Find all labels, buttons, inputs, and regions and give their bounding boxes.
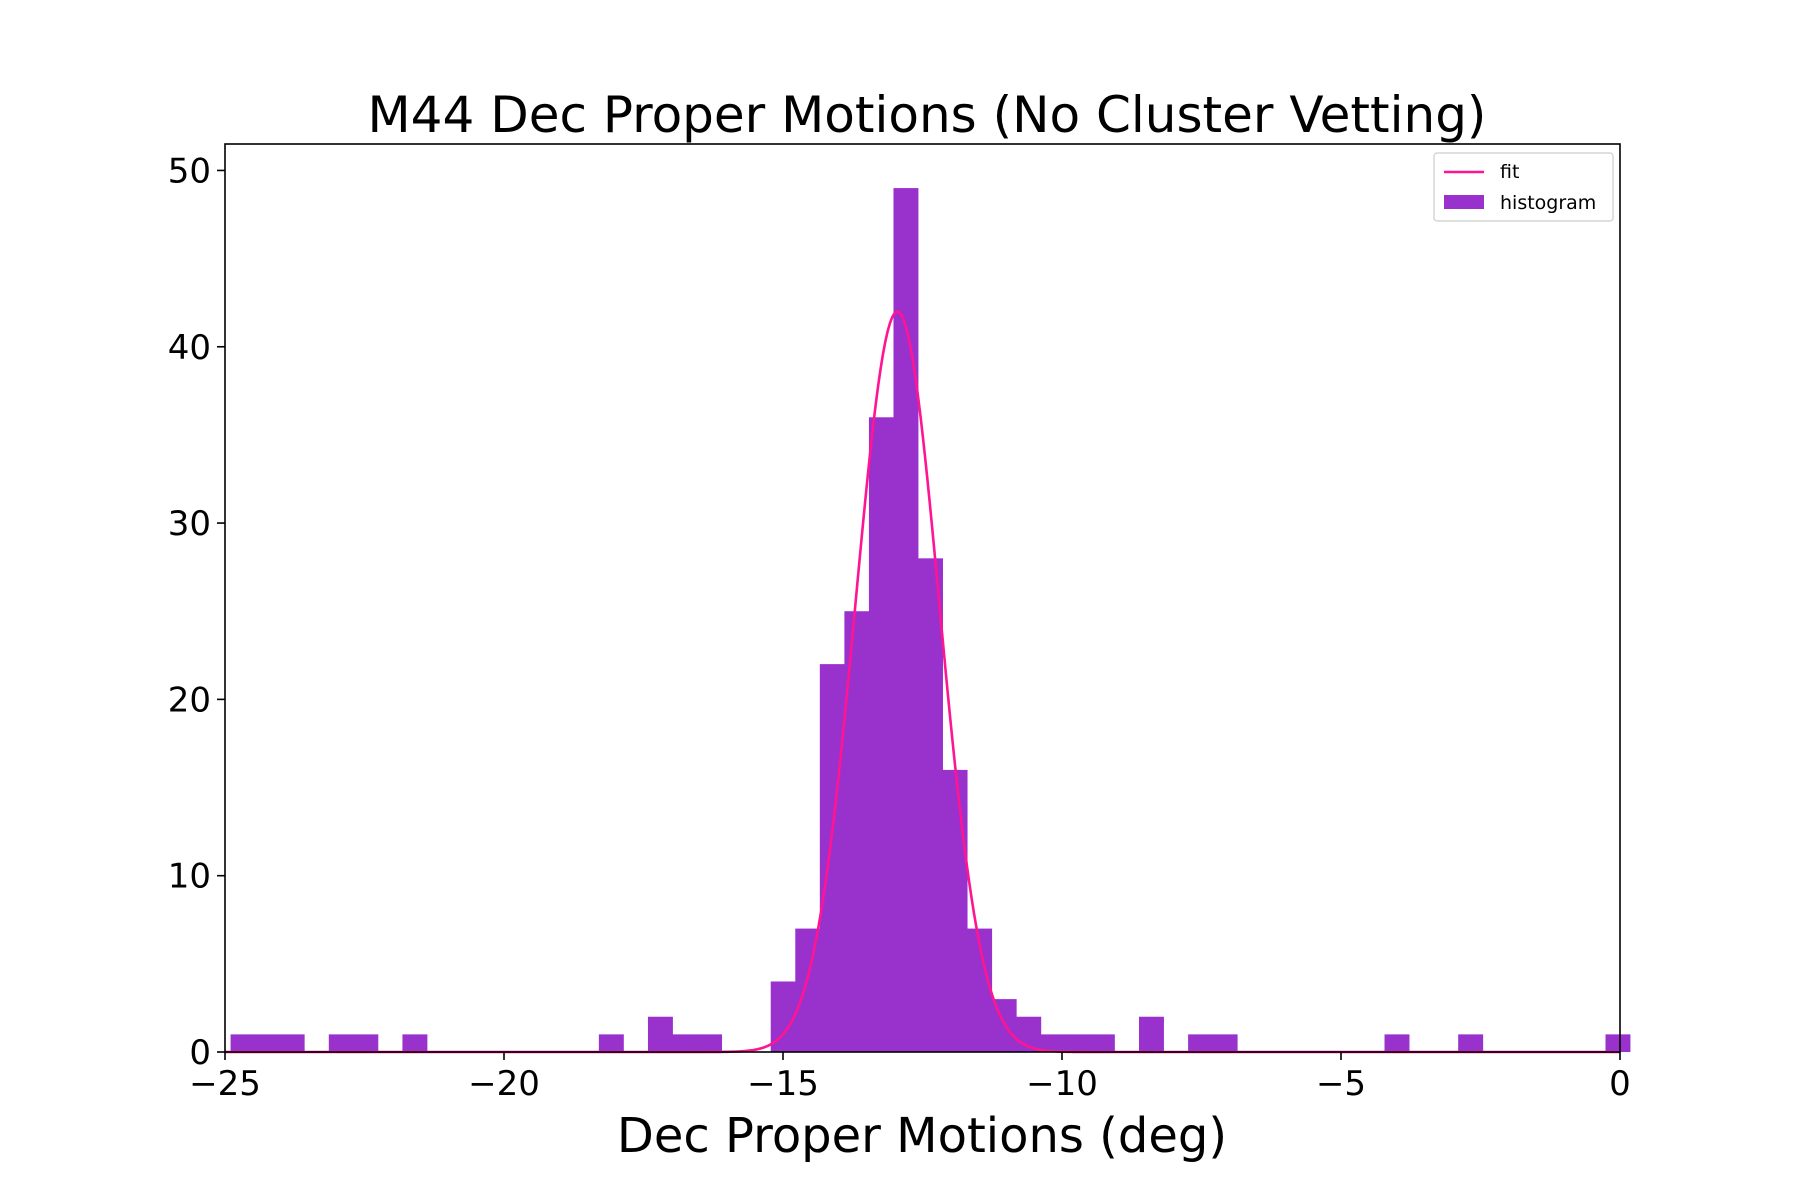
histogram-bar — [1458, 1034, 1484, 1052]
legend: fit histogram — [1433, 152, 1614, 222]
plot-frame — [224, 143, 1621, 1053]
histogram-bar — [353, 1034, 379, 1052]
histogram-bar — [1040, 1034, 1066, 1052]
histogram-bar — [230, 1034, 256, 1052]
histogram-bar — [672, 1034, 698, 1052]
y-tick-label: 50 — [168, 151, 211, 191]
histogram-bar — [893, 188, 919, 1052]
histogram-bar — [402, 1034, 428, 1052]
x-tick-label: −15 — [747, 1064, 819, 1104]
y-tick-label: 0 — [189, 1033, 211, 1073]
y-tick-label: 40 — [168, 328, 211, 368]
y-axis-ticks: 0 10 20 30 40 50 — [168, 151, 225, 1073]
x-tick-label: −20 — [468, 1064, 540, 1104]
y-tick-label: 20 — [168, 680, 211, 720]
histogram-bar — [795, 928, 821, 1052]
histogram-bar — [918, 558, 943, 1052]
x-axis-ticks: −25 −20 −15 −10 −5 0 — [189, 1052, 1631, 1104]
histogram-bar — [279, 1034, 305, 1052]
histogram-bar — [598, 1034, 624, 1052]
histogram-bar — [1089, 1034, 1115, 1052]
histogram-bar — [1188, 1034, 1214, 1052]
histogram-bar — [1139, 1016, 1164, 1052]
x-tick-label: 0 — [1609, 1064, 1631, 1104]
x-tick-label: −25 — [189, 1064, 261, 1104]
x-tick-label: −5 — [1316, 1064, 1366, 1104]
histogram-bar — [942, 769, 968, 1052]
legend-fit-label: fit — [1500, 161, 1519, 183]
histogram-bar — [1605, 1034, 1631, 1052]
x-tick-label: −10 — [1026, 1064, 1098, 1104]
histogram-bar — [819, 664, 845, 1052]
histogram-bar — [697, 1034, 723, 1052]
histogram-bar — [255, 1034, 281, 1052]
histogram-bar — [1212, 1034, 1238, 1052]
y-tick-label: 30 — [168, 504, 211, 544]
histogram-bar — [868, 417, 894, 1052]
chart-title: M44 Dec Proper Motions (No Cluster Vetti… — [368, 86, 1487, 144]
histogram-bar — [328, 1034, 354, 1052]
histogram-bar — [1384, 1034, 1410, 1052]
y-tick-label: 10 — [168, 857, 211, 897]
histogram-bar — [1065, 1034, 1091, 1052]
x-axis-label: Dec Proper Motions (deg) — [617, 1108, 1227, 1164]
legend-histogram-label: histogram — [1500, 192, 1596, 214]
legend-histogram-swatch — [1444, 195, 1484, 209]
histogram-bar — [647, 1016, 673, 1052]
